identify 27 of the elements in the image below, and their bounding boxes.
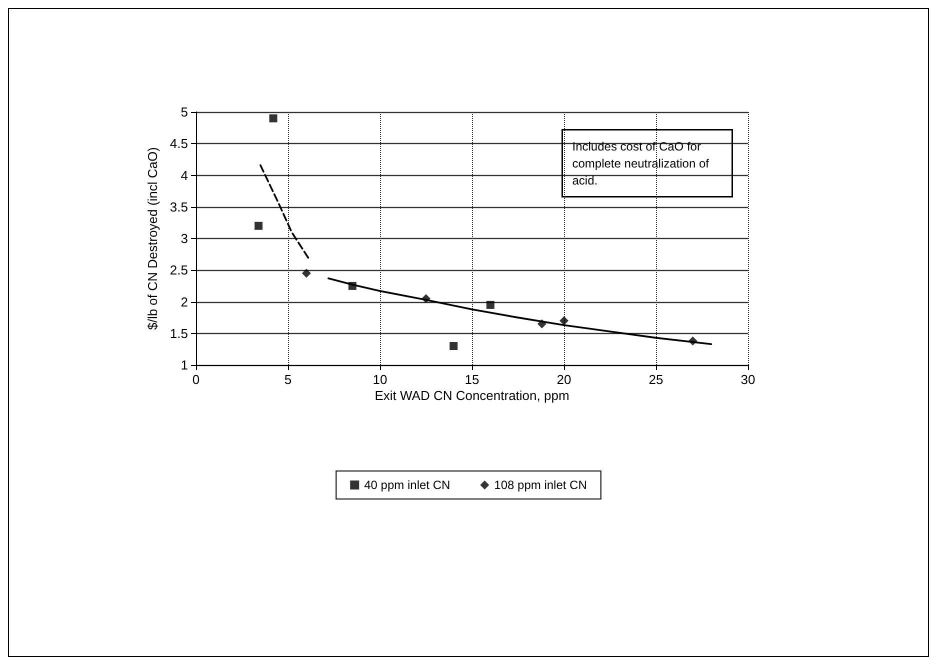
legend-label: 108 ppm inlet CN	[494, 478, 587, 492]
point	[254, 222, 263, 230]
point	[450, 342, 458, 350]
point	[269, 114, 278, 122]
y-tick-label: 4.5	[170, 136, 188, 152]
y-tick-label: 1.5	[170, 326, 188, 341]
y-tick-label: 5	[180, 104, 188, 120]
x-tick-label: 5	[284, 372, 292, 387]
y-axis-title: $/lb of CN Destroyed (incl CaO)	[145, 147, 160, 330]
y-tick-label: 1	[180, 358, 188, 372]
legend-label: 40 ppm inlet CN	[364, 478, 450, 492]
x-tick-label: 15	[464, 372, 480, 387]
point	[302, 268, 311, 278]
x-tick-label: 30	[740, 372, 756, 387]
x-tick-label: 0	[192, 372, 200, 387]
x-tick-label: 10	[372, 372, 388, 387]
x-tick-label: 25	[648, 372, 664, 387]
y-tick-label: 2.5	[170, 262, 188, 278]
x-tick-label: 20	[556, 372, 572, 387]
y-tick-label: 3	[180, 231, 188, 246]
line-series	[328, 277, 712, 346]
y-tick-label: 2	[180, 294, 188, 310]
y-tick-label: 4	[180, 168, 188, 183]
point	[486, 300, 494, 309]
point	[560, 316, 568, 326]
y-tick-label: 3.5	[170, 199, 188, 214]
x-axis-title: Exit WAD CN Concentration, ppm	[374, 388, 570, 403]
